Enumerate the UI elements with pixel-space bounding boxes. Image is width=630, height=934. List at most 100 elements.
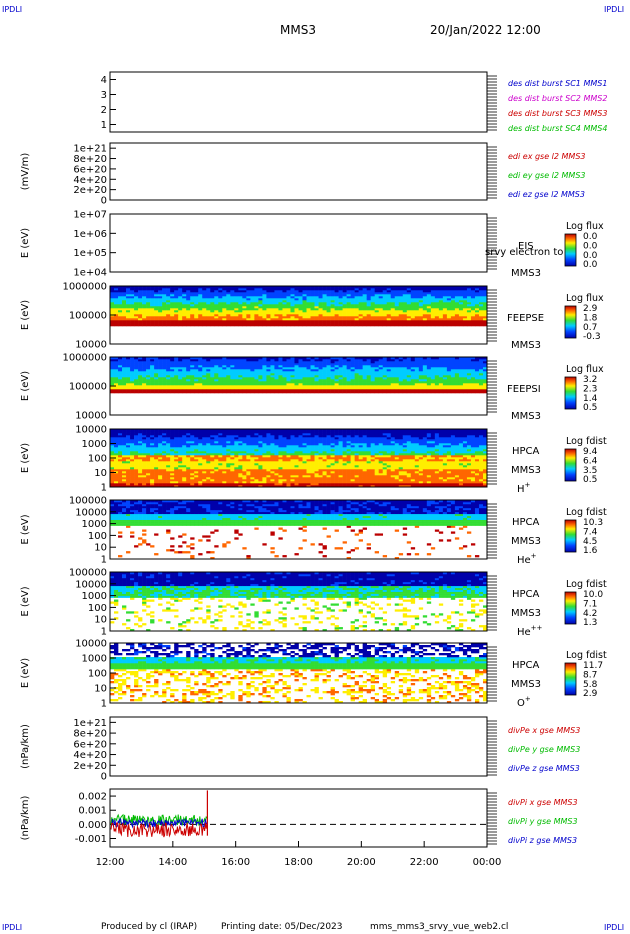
feepsi-cell	[174, 385, 179, 388]
hpca-h-cell	[122, 469, 127, 472]
feepse-cell	[330, 300, 335, 303]
feepsi-cell	[142, 361, 147, 364]
feepse-cell	[342, 294, 347, 297]
hpca-h-cell	[278, 457, 283, 460]
hpca-h-cell	[270, 465, 275, 468]
hpca-h-cell	[118, 463, 123, 466]
feepse-cell	[374, 298, 380, 301]
hpca-h-cell	[166, 449, 171, 452]
hpca-h-cell	[254, 479, 259, 482]
feepsi-cell	[454, 357, 460, 360]
feepse-ytick-label: 100000	[69, 311, 107, 322]
feepsi-cell	[374, 373, 380, 376]
hpca-h-cell	[178, 431, 183, 434]
feepsi-cell	[122, 365, 127, 368]
feepse-cell	[366, 298, 371, 301]
feepsi-cell	[158, 381, 163, 384]
feepsi-spacecraft: MMS3	[511, 411, 541, 422]
hpca-h-cell	[282, 445, 287, 448]
feepsi-cell	[442, 363, 448, 366]
feepsi-cell	[238, 391, 243, 394]
hpca-h-cell	[266, 485, 271, 488]
feepsi-cell	[470, 367, 476, 370]
hpca-h-cell	[174, 433, 179, 436]
feepsi-cell	[242, 385, 247, 388]
feepsi-cell	[150, 373, 155, 376]
feepsi-cell	[118, 389, 123, 392]
hpca-h-cell	[166, 475, 171, 478]
hpca-h-cell	[138, 445, 143, 448]
feepsi-cell	[382, 367, 388, 370]
feepse-cell	[462, 312, 468, 315]
feepsi-cell	[474, 391, 480, 394]
feepse-cell	[286, 312, 291, 315]
hpca-h-cell	[126, 459, 131, 462]
hpca-h-cell	[226, 429, 231, 432]
feepse-cell	[266, 302, 271, 305]
feepsi-cell	[350, 371, 355, 374]
feepse-cell	[430, 288, 436, 291]
hpca-h-cell	[146, 463, 151, 466]
feepse-cell	[446, 324, 452, 327]
hpca-h-cell	[202, 469, 207, 472]
feepse-cell	[154, 314, 159, 317]
feepse-cell	[230, 294, 235, 297]
hpca-h-cell	[226, 485, 231, 488]
feepsi-cell	[402, 387, 408, 390]
hpca-h-cell	[138, 475, 143, 478]
hpca-h-cell	[234, 461, 239, 464]
feepse-cell	[134, 312, 139, 315]
feepse-cell	[174, 314, 179, 317]
feepse-cell	[406, 310, 412, 313]
hpca-h-cell	[286, 481, 291, 484]
feepsi-cell	[246, 375, 251, 378]
feepse-cell	[238, 324, 243, 327]
feepsi-cell	[442, 391, 448, 394]
hpca-h-cell	[150, 439, 155, 442]
feepse-cell	[378, 310, 384, 313]
feepse-cell	[118, 306, 123, 309]
feepsi-cell	[190, 387, 195, 390]
feepse-cell	[402, 298, 408, 301]
feepsi-cell	[422, 361, 428, 364]
hpca-h-cell	[154, 479, 159, 482]
feepse-cell	[346, 306, 351, 309]
feepsi-cell	[266, 377, 271, 380]
feepsi-cell	[266, 385, 271, 388]
feepse-cell	[174, 300, 179, 303]
feepsi-cell	[454, 377, 460, 380]
hpca-h-cell	[266, 437, 271, 440]
feepse-cell	[446, 320, 452, 323]
hpca-h-cell	[154, 471, 159, 474]
hpca-h-cell	[186, 449, 191, 452]
feepsi-cell	[170, 383, 175, 386]
feepse-cell	[150, 312, 155, 315]
feepsi-cell	[338, 373, 343, 376]
feepse-cell	[270, 286, 275, 289]
hpca-h-cell	[166, 443, 171, 446]
hpca-h-cell	[154, 437, 159, 440]
feepsi-cell	[382, 385, 388, 388]
feepsi-cell	[350, 377, 355, 380]
feepse-cell	[206, 290, 211, 293]
feepse-cell	[450, 308, 456, 311]
feepsi-cell	[142, 381, 147, 384]
hpca-h-cell	[114, 455, 119, 458]
hpca-h-cell	[242, 441, 247, 444]
hpca-h-cell	[214, 485, 219, 488]
feepse-cell	[334, 286, 339, 289]
feepsi-cell	[114, 369, 119, 372]
hpca-h-cell	[190, 459, 195, 462]
feepse-cell	[410, 306, 416, 309]
hpca-h-cell	[242, 445, 247, 448]
feepse-cell	[238, 286, 243, 289]
feepse-cell	[450, 292, 456, 295]
feepse-cell	[454, 306, 460, 309]
hpca-h-cell	[134, 459, 139, 462]
feepse-cell	[342, 306, 347, 309]
hpca-h-cell	[190, 479, 195, 482]
hpca-h-cell	[222, 437, 227, 440]
hpca-h-cell	[218, 457, 223, 460]
feepsi-cell	[114, 367, 119, 370]
feepsi-cell	[438, 359, 444, 362]
